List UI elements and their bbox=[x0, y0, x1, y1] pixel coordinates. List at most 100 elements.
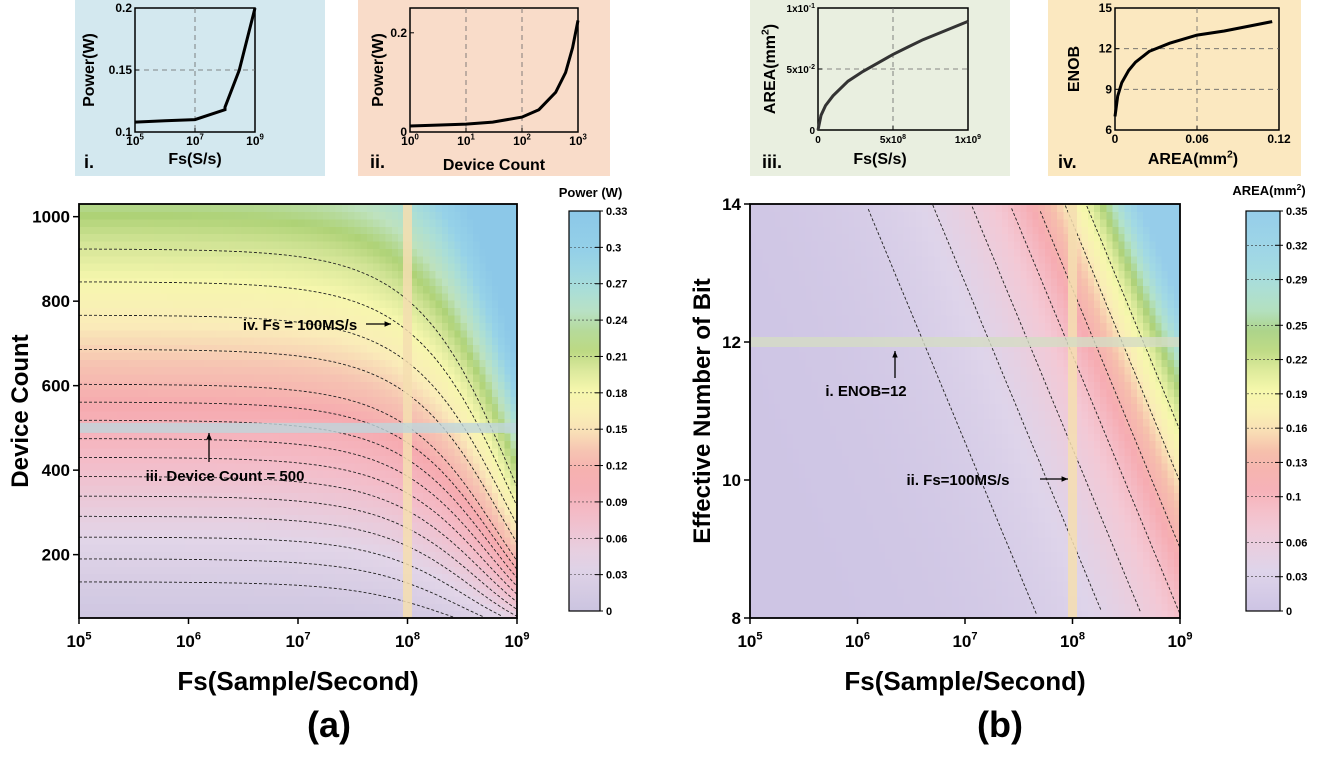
heatmap-cell bbox=[304, 293, 311, 301]
heatmap-cell bbox=[235, 374, 242, 382]
heatmap-cell bbox=[273, 559, 280, 567]
heatmap-cell bbox=[117, 308, 124, 316]
heatmap-cell bbox=[486, 344, 493, 352]
heatmap-cell bbox=[442, 448, 449, 456]
heatmap-cell bbox=[818, 271, 825, 279]
heatmap-cell bbox=[830, 463, 837, 471]
heatmap-cell bbox=[135, 263, 142, 271]
heatmap-cell bbox=[768, 588, 775, 596]
heatmap-cell bbox=[323, 359, 330, 367]
heatmap-cell bbox=[423, 256, 430, 264]
heatmap-cell bbox=[160, 566, 167, 574]
heatmap-cell bbox=[279, 241, 286, 249]
heatmap-cell bbox=[192, 441, 199, 449]
heatmap-cell bbox=[756, 522, 763, 530]
heatmap-cell bbox=[98, 566, 105, 574]
heatmap-cell bbox=[110, 271, 117, 279]
heatmap-cell bbox=[486, 219, 493, 227]
heatmap-cell bbox=[429, 300, 436, 308]
heatmap-cell bbox=[173, 300, 180, 308]
heatmap-cell bbox=[775, 308, 782, 316]
heatmap-cell bbox=[473, 433, 480, 441]
heatmap-cell bbox=[204, 293, 211, 301]
heatmap-cell bbox=[110, 596, 117, 604]
heatmap-cell bbox=[824, 234, 831, 242]
heatmap-cell bbox=[348, 455, 355, 463]
heatmap-cell bbox=[442, 234, 449, 242]
heatmap-cell bbox=[192, 211, 199, 219]
heatmap-cell bbox=[775, 256, 782, 264]
heatmap-cell bbox=[775, 529, 782, 537]
heatmap-cell bbox=[229, 537, 236, 545]
heatmap-cell bbox=[223, 500, 230, 508]
heatmap-cell bbox=[361, 330, 368, 338]
heatmap-cell bbox=[304, 381, 311, 389]
heatmap-cell bbox=[361, 559, 368, 567]
heatmap-cell bbox=[498, 566, 505, 574]
heatmap-cell bbox=[185, 367, 192, 375]
heatmap-cell bbox=[160, 455, 167, 463]
heatmap-cell bbox=[235, 359, 242, 367]
heatmap-cell bbox=[781, 426, 788, 434]
heatmap-cell bbox=[123, 463, 130, 471]
heatmap-cell bbox=[768, 559, 775, 567]
inset-background bbox=[750, 0, 1010, 176]
heatmap-cell bbox=[498, 433, 505, 441]
heatmap-cell bbox=[85, 315, 92, 323]
heatmap-cell bbox=[811, 485, 818, 493]
heatmap-cell bbox=[454, 211, 461, 219]
heatmap-cell bbox=[836, 448, 843, 456]
heatmap-cell bbox=[148, 374, 155, 382]
heatmap-cell bbox=[92, 352, 99, 360]
heatmap-cell bbox=[781, 367, 788, 375]
heatmap-cell bbox=[304, 263, 311, 271]
heatmap-cell bbox=[423, 381, 430, 389]
heatmap-cell bbox=[323, 507, 330, 515]
heatmap-cell bbox=[192, 515, 199, 523]
heatmap-cell bbox=[235, 396, 242, 404]
heatmap-cell bbox=[167, 226, 174, 234]
heatmap-cell bbox=[787, 374, 794, 382]
heatmap-cell bbox=[504, 574, 511, 582]
heatmap-cell bbox=[229, 404, 236, 412]
heatmap-cell bbox=[292, 344, 299, 352]
heatmap-cell bbox=[92, 455, 99, 463]
heatmap-cell bbox=[498, 300, 505, 308]
heatmap-cell bbox=[504, 263, 511, 271]
heatmap-cell bbox=[354, 500, 361, 508]
heatmap-cell bbox=[123, 588, 130, 596]
heatmap-cell bbox=[824, 256, 831, 264]
heatmap-cell bbox=[392, 271, 399, 279]
heatmap-cell bbox=[354, 352, 361, 360]
heatmap-cell bbox=[442, 381, 449, 389]
heatmap-cell bbox=[123, 537, 130, 545]
heatmap-cell bbox=[392, 559, 399, 567]
heatmap-cell bbox=[379, 389, 386, 397]
heatmap-cell bbox=[329, 293, 336, 301]
heatmap-cell bbox=[486, 551, 493, 559]
heatmap-cell bbox=[104, 300, 111, 308]
heatmap-cell bbox=[787, 574, 794, 582]
heatmap-cell bbox=[148, 603, 155, 611]
heatmap-cell bbox=[242, 204, 249, 212]
heatmap-cell bbox=[79, 374, 86, 382]
heatmap-cell bbox=[123, 293, 130, 301]
heatmap-cell bbox=[323, 278, 330, 286]
heatmap-cell bbox=[461, 411, 468, 419]
heatmap-cell bbox=[461, 344, 468, 352]
heatmap-cell bbox=[223, 492, 230, 500]
heatmap-cell bbox=[750, 322, 757, 330]
heatmap-cell bbox=[304, 470, 311, 478]
heatmap-cell bbox=[298, 485, 305, 493]
heatmap-cell bbox=[367, 411, 374, 419]
heatmap-cell bbox=[442, 551, 449, 559]
heatmap-cell bbox=[223, 529, 230, 537]
heatmap-cell bbox=[448, 529, 455, 537]
heatmap-cell bbox=[756, 359, 763, 367]
heatmap-cell bbox=[229, 374, 236, 382]
heatmap-cell bbox=[756, 381, 763, 389]
heatmap-cell bbox=[486, 300, 493, 308]
heatmap-cell bbox=[818, 315, 825, 323]
heatmap-cell bbox=[223, 308, 230, 316]
heatmap-cell bbox=[768, 566, 775, 574]
